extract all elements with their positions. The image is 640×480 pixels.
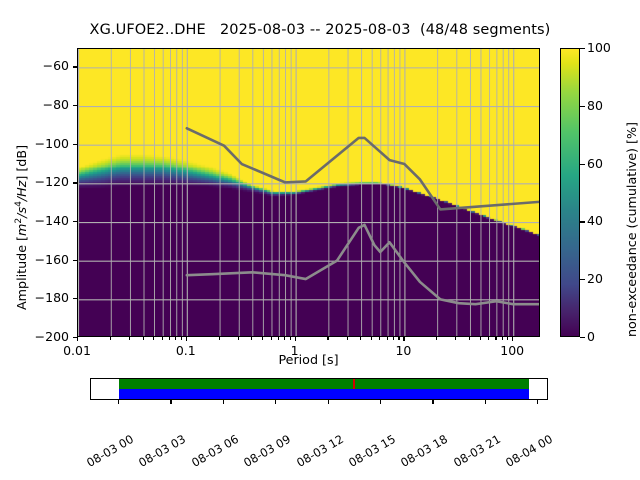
colorbar-tick-mark [580, 48, 585, 50]
timeline-tick-mark [484, 400, 486, 404]
timeline-tick-label: 08-03 06 [188, 431, 241, 470]
colorbar-tick-label: 20 [587, 271, 603, 287]
timeline-tick-mark [170, 400, 172, 404]
y-tick-label: −180 [34, 290, 69, 306]
x-tick-mark [455, 337, 457, 340]
y-axis-label: Amplitude [m2/s4/Hz] [dB] [14, 144, 30, 310]
x-tick-mark [289, 337, 291, 340]
x-tick-mark [284, 337, 286, 340]
ppsd-axes[interactable] [77, 48, 540, 337]
x-tick-mark [468, 337, 471, 340]
x-tick-mark [370, 337, 372, 340]
colorbar-tick-label: 80 [587, 97, 603, 113]
x-tick-mark [403, 337, 405, 341]
x-tick-mark [392, 337, 395, 340]
x-tick-mark [479, 337, 481, 340]
x-tick-mark [218, 337, 220, 340]
x-tick-mark [398, 337, 400, 340]
timeline-tick-label: 08-03 09 [241, 431, 294, 470]
x-tick-mark [161, 337, 163, 340]
timeline-tick-mark [327, 400, 329, 404]
noise-model-curves [185, 126, 539, 306]
timeline-tick-mark [118, 400, 120, 404]
timeline-tick-mark [432, 400, 434, 404]
x-tick-mark [360, 337, 362, 340]
y-tick-label: −140 [34, 213, 69, 228]
colorbar-tick-mark [580, 105, 585, 107]
timeline-tick-mark [380, 400, 382, 404]
timeline-tick-label: 08-03 12 [293, 431, 346, 470]
y-tick-label: −80 [42, 97, 69, 112]
x-tick-mark [488, 337, 490, 340]
gap-marker [353, 379, 355, 389]
x-tick-mark [436, 337, 438, 340]
x-tick-mark [346, 337, 348, 340]
colorbar-tick-mark [580, 163, 585, 165]
x-tick-mark [77, 337, 79, 341]
timeline-tick-label: 08-03 15 [346, 431, 398, 470]
y-tick-label: −60 [42, 58, 69, 74]
timeline-tick-mark [222, 400, 224, 404]
timeline-tick-label: 08-03 03 [136, 431, 189, 470]
y-tick-label: −160 [34, 251, 69, 267]
x-tick-mark [261, 337, 264, 340]
x-tick-mark [507, 337, 509, 340]
timeline-tick-mark [275, 400, 277, 404]
timeline-tick-label: 08-03 18 [398, 431, 451, 470]
colorbar-tick-mark [580, 279, 585, 281]
x-tick-mark [294, 337, 296, 341]
colorbar-tick-label: 100 [587, 40, 611, 55]
colorbar[interactable] [560, 48, 580, 337]
timeline-tick-mark [537, 400, 539, 404]
y-tick-label: −100 [34, 135, 69, 151]
x-tick-mark [386, 337, 388, 340]
x-tick-mark [153, 337, 155, 340]
colorbar-tick-label: 60 [587, 155, 603, 171]
colorbar-tick-label: 40 [587, 213, 603, 229]
x-tick-mark [180, 337, 182, 340]
x-tick-mark [251, 337, 253, 340]
x-tick-mark [501, 337, 503, 340]
timeline-tick-label: 08-03 21 [450, 431, 503, 470]
plot-gridlines [78, 49, 539, 336]
x-tick-mark [277, 337, 279, 340]
x-tick-mark [379, 337, 381, 340]
y-tick-mark [73, 337, 77, 339]
plot-title: XG.UFOE2..DHE 2025-08-03 -- 2025-08-03 (… [89, 22, 551, 38]
timeline-tick-label: 08-03 00 [84, 431, 136, 470]
x-tick-mark [512, 337, 514, 341]
x-tick-mark [270, 337, 272, 340]
colorbar-tick-mark [580, 221, 585, 223]
colorbar-tick-label: 0 [587, 329, 595, 344]
data-coverage-blue [119, 388, 529, 399]
y-tick-label: −120 [34, 174, 69, 190]
x-tick-mark [175, 337, 177, 340]
x-tick-mark [142, 337, 144, 340]
y-tick-label: −200 [34, 329, 69, 344]
colorbar-label: non-exceedance (cumulative) [%] [624, 122, 639, 337]
data-coverage-green [119, 379, 529, 389]
x-tick-mark [237, 337, 239, 340]
x-tick-mark [109, 337, 111, 340]
x-tick-mark [169, 337, 171, 340]
timeline-tick-label: 08-04 00 [503, 431, 556, 470]
data-coverage-timeline[interactable] [90, 378, 548, 400]
x-axis-label: Period [s] [278, 352, 339, 367]
x-tick-mark [128, 337, 131, 340]
x-tick-mark [327, 337, 329, 340]
x-tick-mark [495, 337, 497, 340]
x-tick-mark [185, 337, 187, 341]
colorbar-tick-mark [580, 337, 585, 339]
